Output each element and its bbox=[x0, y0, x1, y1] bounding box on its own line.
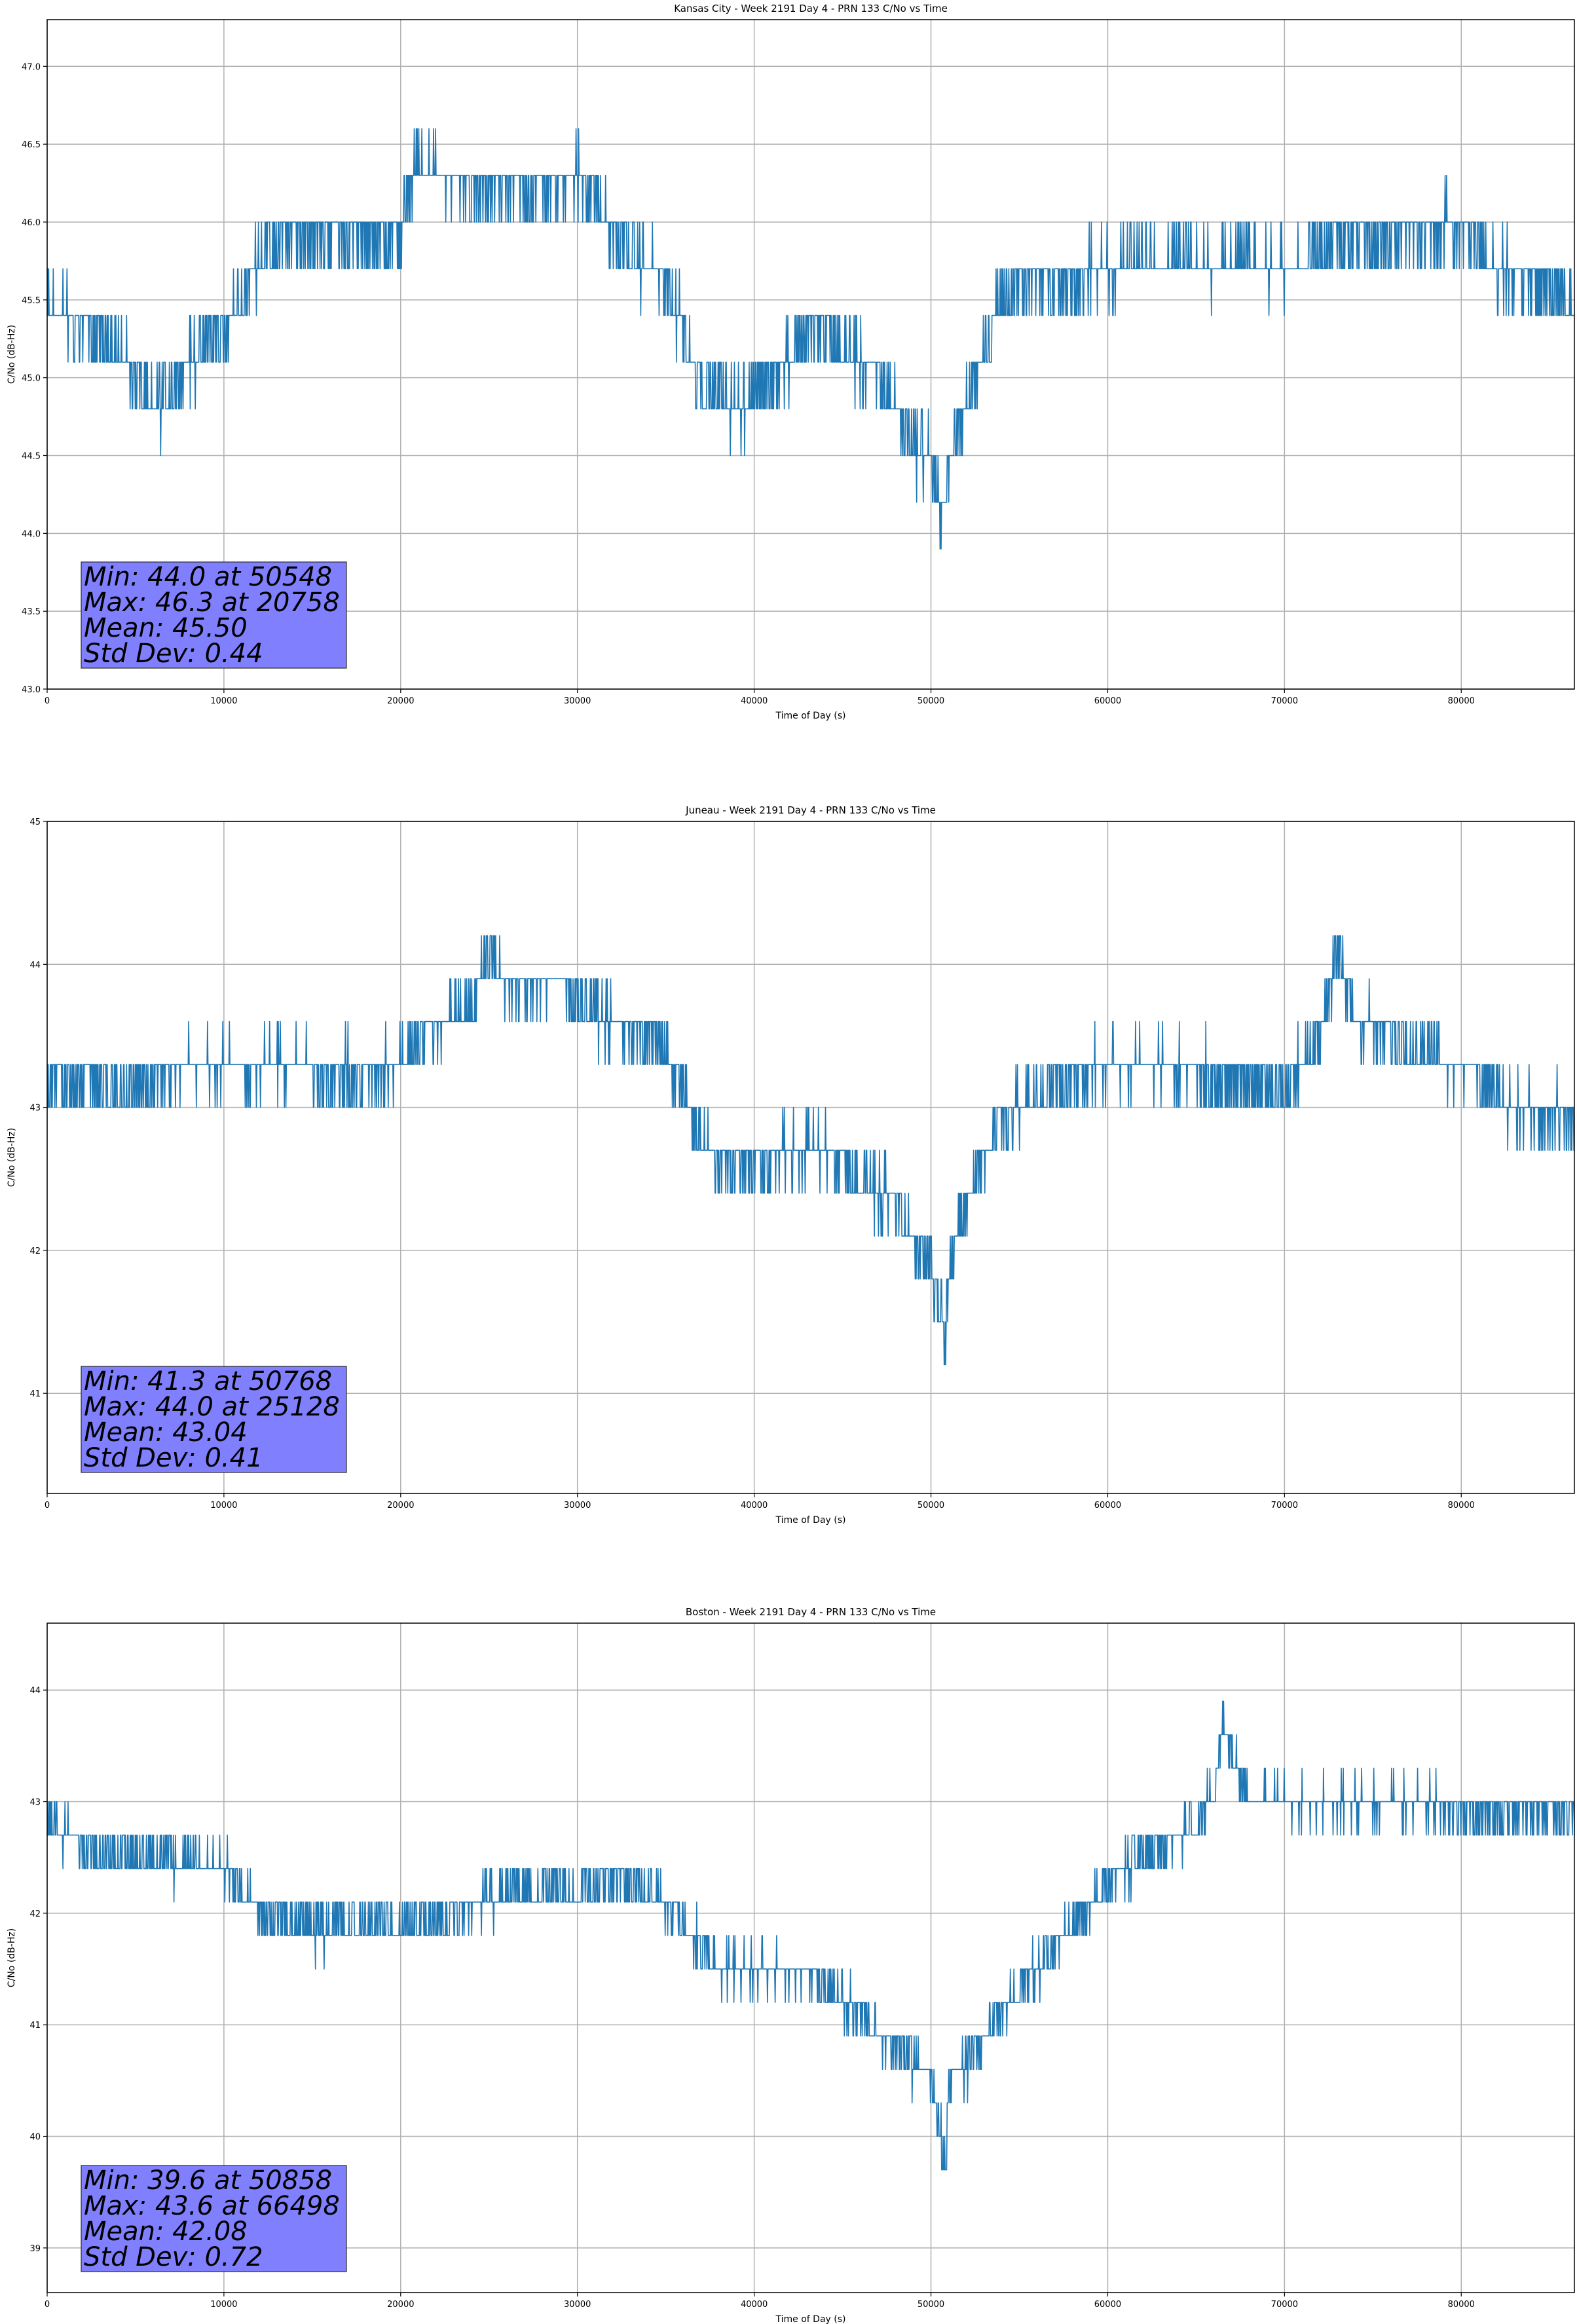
stats-line: Std Dev: 0.72 bbox=[84, 2242, 263, 2272]
y-tick-label: 42 bbox=[29, 1909, 41, 1919]
y-tick-label: 47.0 bbox=[22, 62, 41, 72]
x-tick-label: 40000 bbox=[741, 1501, 768, 1510]
y-tick-label: 44 bbox=[29, 960, 41, 970]
stats-box bbox=[81, 561, 347, 669]
x-tick-label: 40000 bbox=[741, 696, 768, 706]
x-tick-label: 0 bbox=[45, 1501, 50, 1510]
chart-title: Kansas City - Week 2191 Day 4 - PRN 133 … bbox=[674, 3, 948, 14]
chart-panel-3: Boston - Week 2191 Day 4 - PRN 133 C/No … bbox=[7, 1606, 1575, 2324]
stats-line: Min: 39.6 at 50858 bbox=[84, 2165, 332, 2196]
stats-line: Max: 43.6 at 66498 bbox=[84, 2191, 340, 2221]
x-tick-label: 70000 bbox=[1271, 1501, 1298, 1510]
y-tick-label: 44 bbox=[29, 1686, 41, 1696]
x-tick-label: 50000 bbox=[918, 2300, 944, 2310]
cno-series-line bbox=[47, 128, 1574, 550]
x-tick-label: 10000 bbox=[210, 2300, 237, 2310]
plot-area-frame bbox=[46, 19, 1575, 690]
x-tick-label: 40000 bbox=[741, 2300, 768, 2310]
stats-line: Mean: 43.04 bbox=[84, 1417, 248, 1448]
x-tick-label: 30000 bbox=[564, 2300, 591, 2310]
y-axis-label: C/No (dB-Hz) bbox=[7, 325, 17, 384]
stats-line: Max: 44.0 at 25128 bbox=[84, 1392, 340, 1422]
y-tick-label: 40 bbox=[29, 2133, 41, 2143]
stats-line: Std Dev: 0.44 bbox=[84, 639, 263, 669]
stats-box bbox=[81, 2165, 347, 2272]
y-tick-label: 45.5 bbox=[22, 296, 41, 306]
y-tick-label: 41 bbox=[29, 1389, 41, 1399]
x-tick-label: 80000 bbox=[1448, 1501, 1475, 1510]
cno-series-line bbox=[47, 935, 1574, 1366]
stats-box bbox=[81, 1366, 347, 1473]
stats-line: Min: 41.3 at 50768 bbox=[84, 1366, 332, 1396]
cno-series-line bbox=[47, 1700, 1574, 2171]
chart-panel-1: Kansas City - Week 2191 Day 4 - PRN 133 … bbox=[7, 3, 1575, 721]
y-tick-label: 39 bbox=[29, 2244, 41, 2254]
chart-title: Boston - Week 2191 Day 4 - PRN 133 C/No … bbox=[686, 1606, 936, 1618]
y-tick-label: 41 bbox=[29, 2021, 41, 2031]
chart-panel-2: Juneau - Week 2191 Day 4 - PRN 133 C/No … bbox=[7, 804, 1575, 1526]
x-axis-label: Time of Day (s) bbox=[775, 2314, 846, 2324]
x-tick-label: 60000 bbox=[1094, 696, 1121, 706]
x-tick-label: 10000 bbox=[210, 1501, 237, 1510]
x-tick-label: 70000 bbox=[1271, 2300, 1298, 2310]
x-tick-label: 20000 bbox=[387, 1501, 414, 1510]
x-tick-label: 50000 bbox=[918, 696, 944, 706]
y-tick-label: 43.5 bbox=[22, 607, 41, 617]
y-tick-label: 43 bbox=[29, 1104, 41, 1114]
y-tick-label: 44.5 bbox=[22, 451, 41, 461]
x-tick-label: 60000 bbox=[1094, 1501, 1121, 1510]
stats-line: Mean: 45.50 bbox=[84, 613, 248, 643]
y-tick-label: 46.0 bbox=[22, 218, 41, 228]
stats-line: Mean: 42.08 bbox=[84, 2217, 248, 2247]
x-tick-label: 30000 bbox=[564, 696, 591, 706]
x-tick-label: 30000 bbox=[564, 1501, 591, 1510]
x-axis-label: Time of Day (s) bbox=[775, 711, 846, 721]
x-tick-label: 0 bbox=[45, 2300, 50, 2310]
y-tick-label: 43 bbox=[29, 1798, 41, 1808]
chart-title: Juneau - Week 2191 Day 4 - PRN 133 C/No … bbox=[685, 804, 936, 816]
stats-line: Std Dev: 0.41 bbox=[84, 1443, 263, 1473]
plot-area-frame bbox=[46, 1622, 1575, 2293]
x-tick-label: 80000 bbox=[1448, 2300, 1475, 2310]
x-tick-label: 50000 bbox=[918, 1501, 944, 1510]
x-tick-label: 70000 bbox=[1271, 696, 1298, 706]
stats-line: Min: 44.0 at 50548 bbox=[84, 562, 332, 592]
x-axis-label: Time of Day (s) bbox=[775, 1515, 846, 1526]
y-tick-label: 43.0 bbox=[22, 685, 41, 695]
x-tick-label: 0 bbox=[45, 696, 50, 706]
plot-area-frame bbox=[46, 821, 1575, 1494]
x-tick-label: 20000 bbox=[387, 2300, 414, 2310]
y-axis-label: C/No (dB-Hz) bbox=[7, 1128, 17, 1187]
x-tick-label: 80000 bbox=[1448, 696, 1475, 706]
y-tick-label: 44.0 bbox=[22, 529, 41, 539]
y-tick-label: 46.5 bbox=[22, 140, 41, 150]
y-tick-label: 42 bbox=[29, 1246, 41, 1256]
x-tick-label: 60000 bbox=[1094, 2300, 1121, 2310]
x-tick-label: 10000 bbox=[210, 696, 237, 706]
x-tick-label: 20000 bbox=[387, 696, 414, 706]
y-axis-label: C/No (dB-Hz) bbox=[7, 1928, 17, 1987]
y-tick-label: 45.0 bbox=[22, 374, 41, 384]
stats-line: Max: 46.3 at 20758 bbox=[84, 588, 340, 618]
y-tick-label: 45 bbox=[29, 817, 41, 827]
